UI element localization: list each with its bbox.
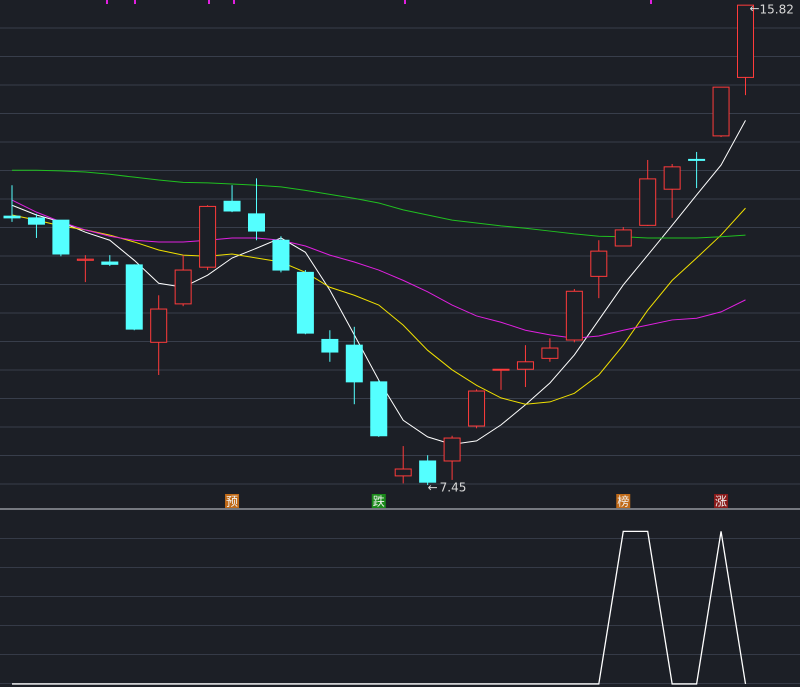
marker <box>233 0 235 4</box>
candle-body <box>443 437 461 462</box>
candle-body <box>370 381 388 437</box>
signal-label: 涨 <box>715 494 727 509</box>
marker <box>134 0 136 4</box>
candle-body <box>101 261 119 265</box>
candle-body <box>296 271 314 334</box>
candle-body <box>321 338 339 353</box>
candle-body <box>712 86 730 137</box>
candle-body <box>419 460 437 483</box>
top-markers <box>106 0 652 4</box>
marker <box>106 0 108 4</box>
candle-body <box>125 264 143 330</box>
candle-body <box>516 361 534 370</box>
candle-body <box>663 166 681 190</box>
candle-body <box>52 219 70 255</box>
grid <box>0 510 800 687</box>
high-label: 15.82 <box>760 3 794 17</box>
signal-box <box>714 494 729 508</box>
moving-average <box>12 169 746 239</box>
candle-body <box>199 205 217 268</box>
candle-body <box>394 468 412 477</box>
candle-body <box>737 4 754 78</box>
candle-body <box>565 290 583 341</box>
candle-body <box>492 368 510 371</box>
signal-label: 跌 <box>373 494 385 509</box>
marker <box>650 0 652 4</box>
candle-body <box>614 229 632 247</box>
signal-box <box>371 494 386 508</box>
arrow: ← <box>428 481 438 495</box>
candle-body <box>272 239 290 271</box>
candle-body <box>150 308 168 343</box>
grid <box>0 0 800 508</box>
candle-body <box>76 258 94 261</box>
candle-body <box>688 158 706 161</box>
moving-average <box>11 199 746 339</box>
indicator-line <box>12 530 747 685</box>
candle-body <box>248 213 265 232</box>
candle-body <box>174 269 192 305</box>
candle-body <box>639 178 657 226</box>
low-label: 7.45 <box>440 481 467 495</box>
signal-box <box>616 494 631 508</box>
signal-label: 预 <box>226 495 238 509</box>
candle-body <box>223 200 241 212</box>
marker <box>208 0 210 4</box>
candle-body <box>345 344 363 383</box>
moving-average <box>11 207 746 405</box>
candle-body <box>3 215 21 219</box>
marker <box>404 0 406 4</box>
candle-body <box>590 250 608 277</box>
candle-body <box>541 347 559 359</box>
arrow: ← <box>750 2 760 16</box>
signal-label: 榜 <box>617 494 629 509</box>
candle-body <box>468 390 486 427</box>
signal-box <box>225 494 240 508</box>
candle-body <box>27 217 45 225</box>
